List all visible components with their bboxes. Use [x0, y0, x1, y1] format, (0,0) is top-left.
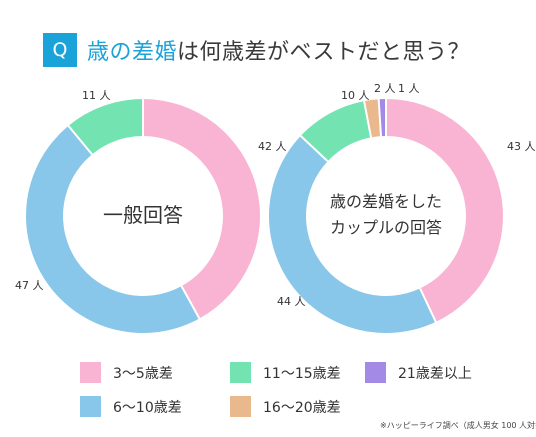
couples-value-label-3-5: 43 人	[507, 140, 536, 153]
title-rest: は何歳差がベストだと思う？	[177, 40, 470, 65]
footnote: ※ハッピーライフ調べ（成人男女 100 人対象）	[380, 421, 536, 430]
couples-center-title: カップルの回答	[330, 218, 442, 237]
general-center-title: 一般回答	[103, 203, 183, 227]
legend-item-11-15: 11〜15歳差	[230, 362, 365, 383]
couples-value-label-6-10: 44 人	[277, 295, 306, 308]
legend-item-16-20: 16〜20歳差	[230, 396, 365, 417]
legend-label: 16〜20歳差	[263, 399, 341, 416]
question-badge: Q	[43, 33, 77, 67]
couples-slice-11-15	[300, 101, 372, 162]
page-title: 歳の差婚は何歳差がベストだと思う？	[87, 34, 470, 66]
general-slice-divider	[180, 285, 201, 320]
general-value-label-6-10: 47 人	[15, 279, 44, 292]
legend-item-3-5: 3〜5歳差	[80, 362, 230, 383]
general-value-label-3-5: 42 人	[258, 140, 287, 153]
legend-label: 21歳差以上	[398, 365, 472, 382]
general-slice-6-10	[25, 125, 200, 334]
legend-swatch	[230, 362, 251, 383]
couples-center-title: 歳の差婚をした	[330, 192, 442, 211]
couples-slice-divider	[419, 287, 438, 324]
legend-swatch	[80, 396, 101, 417]
couples-slice-3-5	[386, 99, 503, 322]
general-slice-divider	[67, 124, 93, 155]
general-slice-3-5	[143, 99, 261, 319]
couples-slice-16-20	[364, 99, 381, 138]
legend-item-21-plus: 21歳差以上	[365, 362, 515, 383]
legend-item-6-10: 6〜10歳差	[80, 396, 230, 417]
title-accent: 歳の差婚	[87, 40, 178, 65]
legend-swatch	[80, 362, 101, 383]
legend-label: 11〜15歳差	[263, 365, 341, 382]
title-row: Q 歳の差婚は何歳差がベストだと思う？	[43, 33, 470, 67]
couples-slice-divider	[377, 98, 382, 137]
couples-value-label-21-plus: 1 人	[398, 82, 420, 95]
general-value-label-11-15: 11 人	[82, 89, 111, 102]
couples-slice-divider	[299, 134, 329, 162]
legend-label: 3〜5歳差	[113, 365, 173, 382]
couples-value-label-11-15: 10 人	[341, 89, 370, 102]
legend-label: 6〜10歳差	[113, 399, 182, 416]
legend-swatch	[365, 362, 386, 383]
general-slice-11-15	[68, 99, 143, 155]
couples-slice-6-10	[268, 135, 436, 334]
couples-slice-divider	[362, 99, 372, 138]
legend-swatch	[230, 396, 251, 417]
couples-value-label-16-20: 2 人	[374, 82, 396, 95]
legend: 3〜5歳差 11〜15歳差 21歳差以上 6〜10歳差 16〜20歳差	[80, 362, 515, 417]
